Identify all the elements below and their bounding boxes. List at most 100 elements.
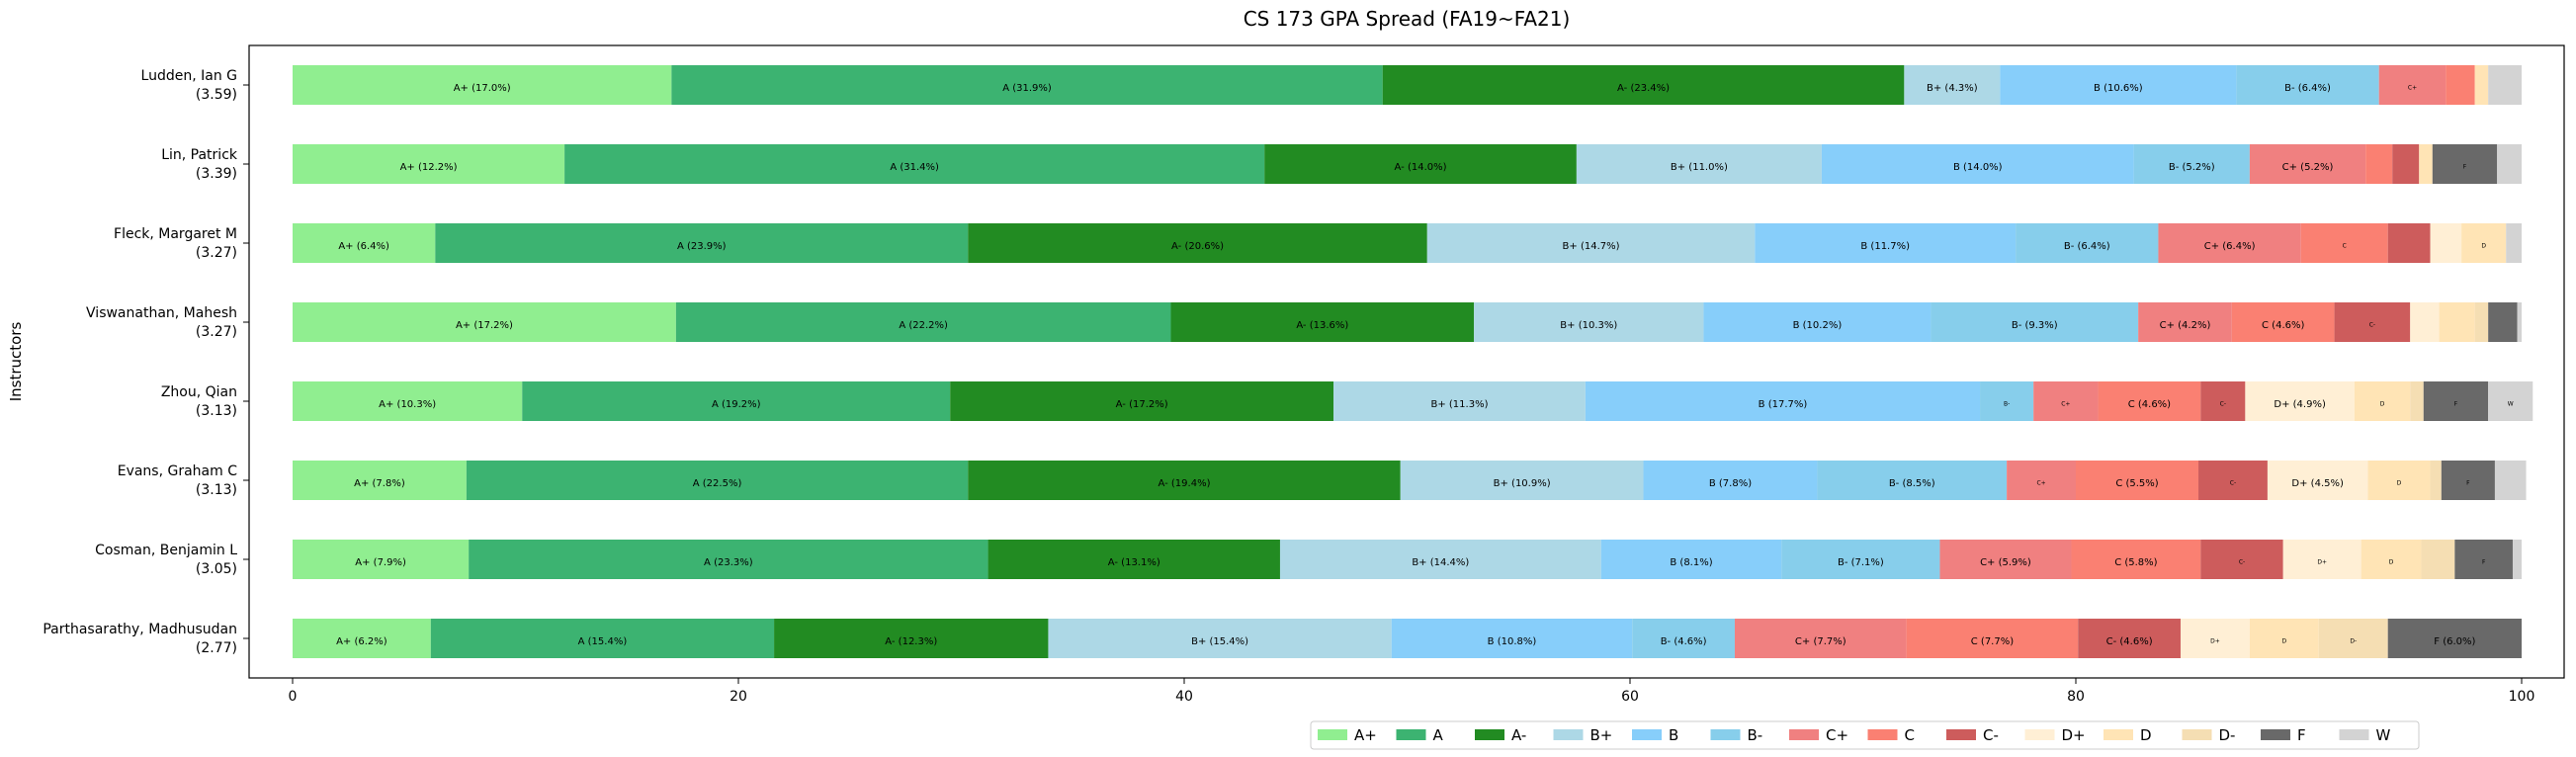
legend-item-B-minus: B-: [1710, 726, 1762, 744]
segment-label: A- (19.4%): [1159, 478, 1211, 489]
bar-segment-W: [2488, 65, 2522, 105]
bar-segment-B-minus: [1980, 381, 2034, 421]
legend-label: D: [2140, 726, 2152, 744]
bar-segment-A-plus: [293, 461, 467, 500]
legend-item-B: B: [1632, 726, 1678, 744]
bar-segment-W: [2517, 302, 2522, 342]
segment-label: A+ (6.2%): [336, 636, 387, 647]
bar-segment-D-plus: [2282, 540, 2361, 579]
bar-segment-F: [2488, 302, 2518, 342]
bar-segment-B-plus: [1333, 381, 1586, 421]
bar-segment-D-plus: [2180, 619, 2250, 658]
segment-label: W: [2508, 401, 2514, 408]
legend-swatch: [2261, 729, 2290, 740]
segment-label: B- (6.4%): [2284, 83, 2331, 94]
x-tick-label: 20: [730, 689, 747, 705]
segment-label: C+ (5.2%): [2282, 162, 2334, 173]
legend-swatch: [2104, 729, 2133, 740]
segment-label: A (22.2%): [899, 320, 948, 331]
segment-label: B (17.7%): [1759, 399, 1808, 410]
segment-label: A+ (6.4%): [338, 241, 389, 252]
bar-segment-B-minus: [1632, 619, 1735, 658]
bar-segment-F: [2423, 381, 2489, 421]
segment-label: B- (7.1%): [1838, 557, 1884, 568]
segment-label: B+ (4.3%): [1927, 83, 1978, 94]
segment-label: A+ (10.3%): [379, 399, 436, 410]
bar-segment-F: [2454, 540, 2513, 579]
segment-label: C-: [2220, 401, 2226, 408]
segment-label: A (31.4%): [890, 162, 939, 173]
bar-segment-B-minus: [2236, 65, 2379, 105]
bar-segment-B-plus: [1048, 619, 1392, 658]
segment-label: D-: [2350, 638, 2357, 645]
bar-segment-A-minus: [1170, 302, 1475, 342]
segment-label: D: [2380, 401, 2385, 408]
legend-label: B: [1669, 726, 1678, 744]
legend-item-A-minus: A-: [1475, 726, 1526, 744]
segment-label: B- (9.3%): [2012, 320, 2058, 331]
legend-label: A: [1433, 726, 1444, 744]
legend-swatch: [1318, 729, 1347, 740]
segment-label: A- (13.6%): [1296, 320, 1348, 331]
segment-label: D+: [2317, 559, 2327, 566]
plot-frame: [248, 44, 2565, 679]
legend-label: C-: [1983, 726, 1999, 744]
x-tick-label: 100: [2509, 689, 2535, 705]
instructor-name-label: Fleck, Margaret M: [114, 226, 237, 242]
instructor-name-label: Lin, Patrick: [161, 147, 238, 163]
bar-row-cosman-benjamin-l: A+ (7.9%) A (23.3%) A- (13.1%) B+ (14.4%) B …: [293, 540, 2522, 579]
segment-label: B (14.0%): [1953, 162, 2003, 173]
segment-label: B (10.6%): [2094, 83, 2143, 94]
instructor-name-label: Ludden, Ian G: [141, 68, 237, 84]
legend-label: A-: [1511, 726, 1526, 744]
instructor-gpa-label: (3.27): [196, 245, 237, 261]
bar-segment-C: [2076, 461, 2199, 500]
segment-label: C- (4.6%): [2106, 636, 2153, 647]
instructor-gpa-label: (3.13): [196, 403, 237, 419]
bar-segment-F: [2432, 144, 2498, 184]
bar-segment-B-minus: [2133, 144, 2250, 184]
legend-swatch: [1475, 729, 1504, 740]
bar-segment-A-plus: [293, 302, 676, 342]
bar-segment-B: [1643, 461, 1818, 500]
segment-label: C: [2343, 243, 2347, 250]
bar-row-lin-patrick: A+ (12.2%) A (31.4%) A- (14.0%) B+ (11.0%) B…: [293, 144, 2522, 184]
legend-swatch: [1710, 729, 1741, 740]
bar-segment-B-plus: [1474, 302, 1704, 342]
legend-item-A: A: [1396, 726, 1444, 744]
bar-segment-C-plus: [2138, 302, 2232, 342]
legend-swatch: [1553, 729, 1584, 740]
bar-segment-B-plus: [1904, 65, 2001, 105]
legend: A+ A A- B+ B B- C+ C C- D+ D D- F W: [1310, 720, 2420, 750]
segment-label: F: [2466, 480, 2470, 487]
bar-segment-B-plus: [1279, 540, 1601, 579]
bar-segment-A-plus: [293, 144, 565, 184]
bar-segment-A-minus: [968, 223, 1427, 263]
bar-segment-A-minus: [1264, 144, 1577, 184]
segment-label: F: [2463, 164, 2467, 171]
segment-label: C-: [2230, 480, 2236, 487]
segment-label: A+ (17.2%): [456, 320, 513, 331]
bar-segment-C-plus: [2378, 65, 2447, 105]
instructor-gpa-label: (2.77): [196, 640, 237, 656]
bar-segment-B-plus: [1576, 144, 1822, 184]
segment-label: B+ (11.3%): [1430, 399, 1488, 410]
bar-segment-D-plus: [2245, 381, 2355, 421]
legend-label: F: [2297, 726, 2306, 744]
legend-label: C+: [1826, 726, 1848, 744]
bar-segment-A: [522, 381, 951, 421]
legend-item-D-plus: D+: [2024, 726, 2086, 744]
bar-segment-A: [430, 619, 775, 658]
instructor-gpa-label: (3.13): [196, 482, 237, 498]
legend-item-C: C: [1867, 726, 1915, 744]
segment-label: C+: [2408, 85, 2417, 92]
segment-label: A (15.4%): [578, 636, 628, 647]
legend-label: D+: [2062, 726, 2086, 744]
bar-segment-D: [2419, 144, 2433, 184]
segment-label: B- (6.4%): [2064, 241, 2110, 252]
segment-label: C+ (7.7%): [1795, 636, 1846, 647]
segment-label: C (4.6%): [2262, 320, 2304, 331]
bar-segment-C-minus: [2392, 144, 2420, 184]
bar-segment-A-plus: [293, 540, 470, 579]
segment-label: C-: [2369, 322, 2375, 329]
